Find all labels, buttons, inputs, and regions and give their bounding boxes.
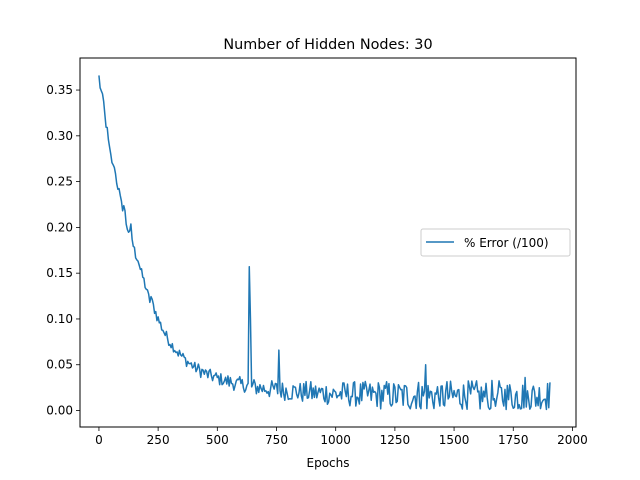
y-tick-label: 0.25: [46, 175, 73, 189]
x-tick-label: 250: [147, 433, 170, 447]
series-line-error: [98, 75, 551, 411]
y-tick-label: 0.35: [46, 83, 73, 97]
x-tick-label: 1000: [320, 433, 351, 447]
legend: % Error (/100): [420, 228, 571, 257]
legend-box: [420, 228, 571, 257]
x-tick-label: 500: [206, 433, 229, 447]
y-tick-label: 0.05: [46, 358, 73, 372]
y-tick-label: 0.15: [46, 266, 73, 280]
x-tick-label: 1250: [380, 433, 411, 447]
y-tick-label: 0.30: [46, 129, 73, 143]
plot-area: 0 250 500 750 1000 1250 1500 1750 2000 0.00 0.05 0.…: [46, 57, 588, 447]
legend-label: % Error (/100): [464, 236, 549, 250]
x-tick-label: 1750: [498, 433, 529, 447]
chart-title: Number of Hidden Nodes: 30: [223, 37, 432, 53]
x-tick-label: 750: [265, 433, 288, 447]
y-tick-label: 0.10: [46, 312, 73, 326]
x-tick-label: 1500: [439, 433, 470, 447]
y-tick-label: 0.00: [46, 404, 73, 418]
x-tick-label: 2000: [557, 433, 588, 447]
x-axis-label: Epochs: [307, 456, 350, 470]
x-tick-label: 0: [95, 433, 103, 447]
y-tick-label: 0.20: [46, 220, 73, 234]
axes-frame: [79, 57, 577, 428]
